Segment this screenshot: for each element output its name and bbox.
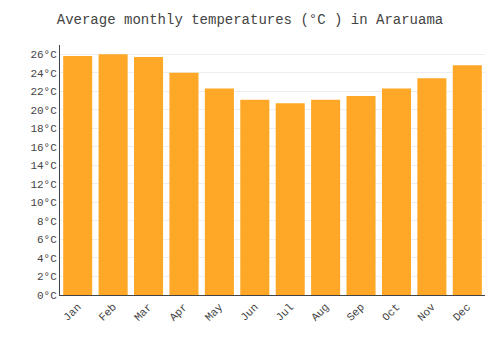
svg-text:24°C: 24°C bbox=[30, 68, 57, 80]
svg-text:8°C: 8°C bbox=[37, 216, 57, 228]
svg-text:6°C: 6°C bbox=[37, 234, 57, 246]
svg-text:12°C: 12°C bbox=[30, 179, 57, 191]
svg-text:Average monthly temperatures (: Average monthly temperatures (°C ) in Ar… bbox=[57, 12, 443, 28]
svg-text:Jul: Jul bbox=[274, 301, 296, 323]
svg-text:May: May bbox=[203, 301, 226, 324]
svg-text:Feb: Feb bbox=[97, 301, 119, 323]
svg-text:Oct: Oct bbox=[380, 301, 402, 323]
svg-text:22°C: 22°C bbox=[30, 86, 57, 98]
svg-text:14°C: 14°C bbox=[30, 160, 57, 172]
svg-text:18°C: 18°C bbox=[30, 123, 57, 135]
svg-text:Jun: Jun bbox=[238, 301, 260, 323]
svg-text:4°C: 4°C bbox=[37, 253, 57, 265]
svg-text:10°C: 10°C bbox=[30, 197, 57, 209]
svg-text:16°C: 16°C bbox=[30, 142, 57, 154]
svg-text:26°C: 26°C bbox=[30, 49, 57, 61]
svg-text:0°C: 0°C bbox=[37, 290, 57, 302]
svg-text:Nov: Nov bbox=[415, 301, 438, 324]
svg-text:Dec: Dec bbox=[451, 301, 473, 323]
svg-text:20°C: 20°C bbox=[30, 105, 57, 117]
svg-text:Sep: Sep bbox=[345, 301, 367, 323]
svg-text:Apr: Apr bbox=[167, 301, 189, 323]
svg-text:Aug: Aug bbox=[309, 301, 331, 323]
svg-text:Mar: Mar bbox=[132, 301, 154, 323]
svg-text:Jan: Jan bbox=[61, 301, 83, 323]
svg-text:2°C: 2°C bbox=[37, 271, 57, 283]
